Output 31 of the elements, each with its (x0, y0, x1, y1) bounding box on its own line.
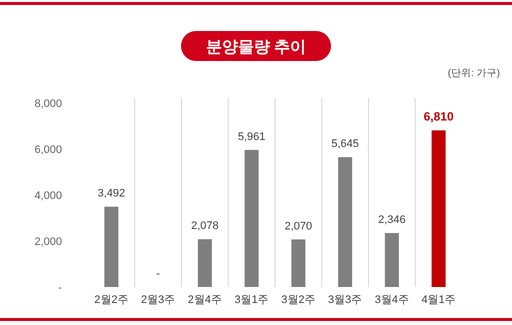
data-label: 3,492 (98, 188, 126, 200)
bar (338, 157, 352, 287)
data-label: 2,070 (284, 220, 312, 232)
y-tick-label: - (58, 282, 62, 294)
bar (384, 233, 399, 287)
text: (단위: 가구) (448, 68, 500, 79)
y-tick-label: 4,000 (34, 190, 62, 202)
x-tick-label: 3월2주 (281, 294, 316, 306)
y-tick-label: 6,000 (34, 144, 62, 156)
bar (432, 130, 446, 287)
data-label: - (156, 268, 160, 280)
y-tick-label: 8,000 (34, 98, 62, 110)
data-label: 5,961 (238, 130, 266, 143)
data-label: 2,078 (191, 220, 219, 232)
data-label: 2,346 (378, 214, 406, 226)
data-label: 5,645 (331, 138, 359, 150)
bar (104, 206, 118, 287)
title: 분양물량 추이 (181, 31, 331, 61)
x-tick-label: 3월3주 (328, 294, 362, 306)
chart-title: 분양물량 추이 (206, 39, 306, 56)
y-tick-label: 2,000 (34, 236, 62, 248)
bar (244, 150, 259, 287)
data-label: 6,810 (424, 109, 454, 124)
x-tick-label: 4월1주 (422, 294, 456, 306)
x-tick-label: 2월4주 (188, 294, 222, 306)
bar (198, 239, 212, 287)
x-tick-label: 3월4주 (374, 294, 409, 306)
bar (291, 239, 306, 287)
x-tick-label: 2월2주 (94, 294, 128, 306)
x-tick-label: 3월1주 (234, 294, 269, 306)
x-tick-label: 2월3주 (141, 294, 176, 306)
